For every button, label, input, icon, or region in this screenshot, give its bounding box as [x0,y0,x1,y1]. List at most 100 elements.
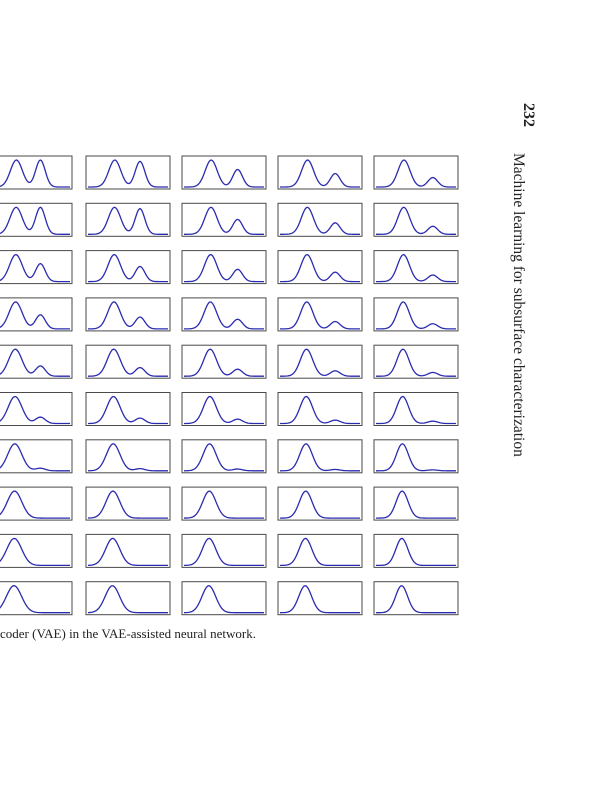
running-title: Machine learning for subsurface characte… [510,153,527,457]
panel-frame [0,486,73,521]
waveform-panel [181,581,267,616]
waveform-panel [85,202,171,237]
panel-frame [85,533,171,568]
waveform-panel [373,297,459,332]
waveform-curve [88,159,168,188]
waveform-curve [0,301,70,330]
waveform-curve [375,585,456,614]
panel-frame [277,392,363,426]
panel-frame [0,392,73,426]
panel-frame [373,344,459,379]
waveform-curve [376,301,456,330]
waveform-curve [0,348,70,377]
waveform-panel [277,297,363,332]
waveform-curve [87,585,168,614]
waveform-curve [184,206,264,235]
waveform-panel [181,486,267,521]
waveform-panel [85,344,171,379]
waveform-panel [181,297,267,332]
waveform-panel [85,439,171,474]
waveform-panel [181,250,267,285]
waveform-panel [277,344,363,379]
waveform-panel [181,202,267,237]
waveform-panel [85,392,171,426]
waveform-curve [279,443,360,472]
waveform-panel [277,155,363,190]
panel-frame [0,581,73,616]
waveform-curve [183,395,264,425]
waveform-panel [0,202,73,237]
waveform-panel [0,533,73,568]
waveform-curve [87,253,168,283]
waveform-curve [0,490,70,519]
waveform-panel [85,155,171,190]
waveform-curve [184,348,264,377]
panel-frame [0,155,73,190]
waveform-panel [373,581,459,616]
waveform-curve [376,159,456,188]
waveform-panel [181,392,267,426]
waveform-curve [0,206,70,235]
waveform-panel [85,297,171,332]
waveform-curve [183,253,264,283]
waveform-panel [277,439,363,474]
waveform-panel [373,392,459,426]
waveform-panel [85,486,171,521]
waveform-panel [277,392,363,426]
panel-frame [277,581,363,616]
waveform-panel [373,250,459,285]
waveform-curve [183,301,264,330]
waveform-curve [376,206,456,235]
waveform-curve [87,443,168,472]
waveform-curve [280,301,360,330]
waveform-curve [184,159,264,188]
waveform-panel [181,155,267,190]
waveform-panel [277,533,363,568]
waveform-curve [376,443,456,472]
panel-frame [277,439,363,474]
waveform-curve [87,395,168,425]
waveform-curve [0,159,70,188]
panel-frame [85,486,171,521]
panel-frame [0,297,73,332]
waveform-curve [0,537,70,567]
waveform-panel [181,344,267,379]
waveform-panel [373,344,459,379]
panel-frame [277,486,363,521]
waveform-panel [0,392,73,426]
waveform-curve [87,537,168,567]
waveform-curve [0,443,70,472]
panel-frame [373,486,459,521]
waveform-panel [373,439,459,474]
waveform-curve [375,537,456,567]
waveform-panel [0,486,73,521]
waveform-curve [0,253,70,283]
waveform-panel [277,486,363,521]
waveform-panel [0,297,73,332]
figure-panel-grid [0,155,459,616]
panel-frame [0,202,73,237]
waveform-panel [85,250,171,285]
waveform-curve [183,585,264,614]
waveform-panel [0,439,73,474]
waveform-panel [373,533,459,568]
panel-frame [0,533,73,568]
waveform-curve [376,253,456,283]
waveform-curve [280,159,360,188]
waveform-curve [0,395,70,425]
waveform-curve [183,490,264,519]
panel-frame [0,439,73,474]
waveform-curve [376,490,456,519]
waveform-panel [181,439,267,474]
waveform-panel [373,155,459,190]
waveform-panel [0,344,73,379]
waveform-curve [280,253,360,283]
waveform-curve [279,537,360,567]
waveform-panel [85,533,171,568]
waveform-panel [277,250,363,285]
panel-frame [0,250,73,285]
waveform-curve [88,301,168,330]
waveform-curve [87,348,168,377]
waveform-panel [85,581,171,616]
waveform-panel [0,581,73,616]
